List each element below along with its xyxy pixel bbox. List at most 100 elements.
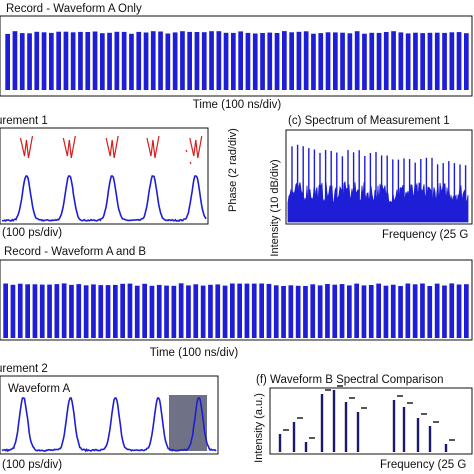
panel-e-trace — [1, 397, 217, 453]
pulse — [427, 286, 433, 338]
panel-c-title: (c) Spectrum of Measurement 1 — [288, 115, 450, 127]
pulse — [288, 285, 294, 338]
pulse — [442, 285, 447, 338]
panel-a-frame — [0, 15, 473, 97]
pulse — [281, 286, 286, 338]
pulse — [369, 32, 375, 90]
pulse — [325, 284, 330, 338]
pulse — [134, 285, 140, 338]
pulse — [296, 31, 302, 90]
pulse — [303, 31, 309, 90]
pulse — [100, 33, 105, 90]
pulse — [193, 284, 199, 338]
pulse — [121, 31, 127, 90]
pulse — [27, 33, 32, 90]
pulse — [376, 283, 381, 338]
pulse — [69, 284, 74, 338]
pulse — [412, 284, 418, 338]
pulse — [266, 283, 272, 338]
pulse — [149, 285, 155, 338]
pulse — [47, 284, 52, 338]
panel-d: Record - Waveform A and B Time (100 ns/d… — [0, 246, 473, 359]
pulse — [238, 31, 243, 90]
pulse — [127, 283, 133, 338]
pulse — [107, 32, 112, 90]
pulse — [289, 32, 294, 90]
pulse — [442, 32, 447, 90]
pulse — [85, 32, 91, 90]
panel-e-frame — [0, 375, 219, 455]
pulse — [449, 32, 455, 90]
pulse — [332, 284, 338, 338]
pulse — [318, 33, 324, 90]
intensity-line — [1, 175, 207, 223]
pulse — [251, 283, 257, 338]
pulse — [231, 32, 236, 90]
pulse — [209, 31, 214, 90]
panel-e-title: urement 2 — [0, 363, 48, 375]
pulse — [201, 32, 207, 90]
pulse — [391, 31, 396, 90]
pulse — [105, 285, 111, 338]
panel-a-title: Record - Waveform A Only — [6, 3, 142, 15]
pulse — [76, 284, 82, 338]
panel-b-phase-trace — [19, 135, 203, 165]
pulse — [362, 33, 367, 90]
panel-c-spectrum — [287, 144, 469, 223]
pulse — [150, 31, 156, 90]
pulse — [39, 284, 45, 338]
pulse — [368, 285, 374, 338]
pulse — [216, 31, 222, 90]
pulse — [361, 285, 367, 338]
pulse — [383, 285, 389, 338]
pulse — [70, 32, 76, 90]
pulse — [194, 32, 200, 90]
pulse — [83, 285, 89, 338]
pulse — [434, 32, 440, 90]
pulse — [19, 33, 25, 90]
pulse — [449, 283, 455, 338]
panel-e-legend: Waveform A — [8, 383, 71, 395]
pulse — [333, 32, 338, 90]
pulse — [142, 283, 147, 338]
panel-f-xlabel: Frequency (25 G — [380, 459, 466, 471]
phase-line — [185, 149, 192, 165]
pulse — [208, 284, 213, 338]
pulse — [413, 32, 418, 90]
pulse — [143, 32, 149, 90]
pulse — [427, 32, 433, 90]
pulse — [178, 283, 184, 338]
pulse — [317, 285, 323, 338]
pulse — [41, 32, 47, 90]
pulse — [156, 284, 162, 338]
pulse — [63, 31, 69, 90]
pulse — [274, 33, 280, 90]
panel-a-xlabel: Time (100 ns/div) — [193, 99, 282, 111]
pulse — [237, 283, 242, 338]
pulse — [180, 31, 185, 90]
pulse — [92, 31, 98, 90]
pulse — [260, 33, 265, 90]
panel-c-frame — [285, 129, 473, 225]
phase-line — [146, 135, 160, 159]
pulse — [113, 284, 118, 338]
pulse — [390, 284, 396, 338]
panel-f: (f) Waveform B Spectral Comparison Inten… — [253, 374, 473, 471]
pulse — [252, 33, 258, 90]
panel-f-spectrum — [278, 385, 455, 452]
pulse — [339, 284, 345, 338]
pulse — [354, 31, 360, 90]
pulse — [434, 283, 440, 338]
pulse — [34, 31, 40, 90]
pulse — [25, 284, 30, 338]
pulse — [303, 286, 308, 338]
pulse — [325, 32, 331, 90]
pulse — [78, 31, 83, 90]
pulse — [310, 284, 316, 338]
phase-line — [62, 135, 76, 159]
pulse — [456, 32, 462, 90]
phase-line — [189, 135, 203, 159]
pulse — [223, 32, 229, 90]
panel-b: urement 1 (100 ps/div) Phase (2 rad/div) — [0, 115, 239, 239]
pulse — [347, 33, 353, 90]
